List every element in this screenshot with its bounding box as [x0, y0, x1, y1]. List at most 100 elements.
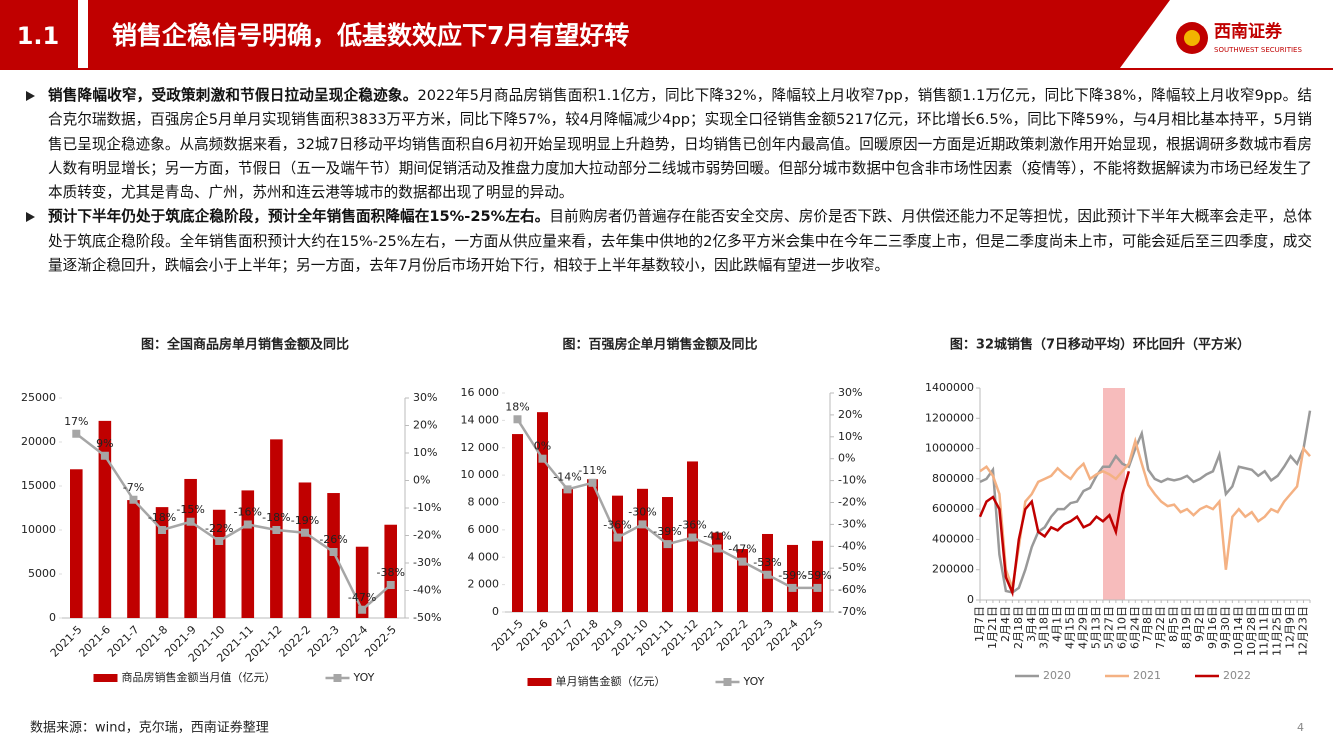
- y-tick-label: 600000: [932, 502, 974, 515]
- line-marker: [663, 540, 672, 549]
- x-tick-label: 2月18日: [1012, 606, 1025, 649]
- y-tick-label: 800000: [932, 472, 974, 485]
- data-label: -39%: [653, 525, 681, 538]
- bullet-lead: 销售降幅收窄，受政策刺激和节假日拉动呈现企稳迹象。: [48, 87, 418, 104]
- y2-tick-label: -30%: [413, 556, 441, 569]
- bullet-lead: 预计下半年仍处于筑底企稳阶段，预计全年销售面积降幅在15%-25%左右。: [48, 208, 550, 226]
- y-tick-label: 8 000: [468, 496, 500, 509]
- line: [75, 432, 392, 612]
- x-tick-label: 6月24日: [1128, 606, 1141, 649]
- y-tick-label: 1200000: [925, 411, 974, 424]
- line-marker: [215, 537, 224, 545]
- source-note: 数据来源：wind，克尔瑞，西南证券整理: [30, 720, 269, 736]
- x-tick-label: 1月21日: [986, 606, 999, 649]
- y2-tick-label: -40%: [838, 539, 866, 552]
- bar: [384, 524, 397, 618]
- x-tick-label: 4月29日: [1077, 606, 1090, 649]
- x-tick-label: 8月5日: [1167, 606, 1180, 642]
- x-tick-label: 3月4日: [1025, 606, 1038, 642]
- legend-label: 单月销售金额（亿元）: [556, 674, 666, 688]
- x-tick-label: 9月30日: [1219, 606, 1232, 649]
- legend-label: 2022: [1223, 669, 1251, 682]
- bullet-text: 目前购房者仍普遍存在能否安全交房、房价是否下跌、月供偿还能力不足等担忧，因此预计…: [48, 208, 1312, 275]
- line-marker: [613, 533, 622, 542]
- y-tick-label: 14 000: [461, 413, 500, 426]
- y-tick-label: 0: [967, 593, 974, 606]
- logo-name: 西南证券: [1214, 21, 1283, 42]
- legend-swatch: [723, 678, 732, 686]
- y-tick-label: 400000: [932, 532, 974, 545]
- y2-tick-label: 30%: [413, 391, 437, 404]
- y-tick-label: 10000: [21, 523, 56, 536]
- legend-label: YOY: [743, 675, 765, 688]
- x-tick-label: 12月23日: [1297, 606, 1310, 656]
- line-marker: [243, 520, 252, 529]
- line-marker: [813, 583, 822, 592]
- y2-tick-label: -60%: [838, 583, 866, 596]
- y2-tick-label: 30%: [838, 386, 862, 399]
- bar: [184, 478, 197, 618]
- y-tick-label: 16 000: [461, 386, 500, 399]
- data-label: -47%: [348, 591, 376, 604]
- bar: [562, 488, 573, 612]
- bar: [612, 495, 623, 612]
- y2-tick-label: 10%: [838, 430, 862, 443]
- bullet-arrow: [26, 212, 35, 223]
- y2-tick-label: 10%: [413, 446, 437, 459]
- data-label: -14%: [553, 470, 581, 483]
- data-label: -53%: [753, 556, 781, 569]
- x-tick-label: 6月10日: [1115, 606, 1128, 649]
- bar: [537, 412, 548, 612]
- data-label: -36%: [678, 519, 706, 532]
- x-tick-label: 5月13日: [1089, 606, 1102, 649]
- x-tick-label: 11月11日: [1258, 606, 1271, 656]
- bar: [127, 500, 140, 618]
- line-marker: [300, 528, 309, 537]
- line: [979, 410, 1312, 594]
- y-tick-label: 25000: [21, 391, 56, 404]
- legend-label: YOY: [353, 671, 375, 684]
- line-marker: [329, 548, 338, 556]
- page-number: 4: [1297, 721, 1304, 734]
- y2-tick-label: 0%: [413, 474, 430, 487]
- bullet: 销售降幅收窄，受政策刺激和节假日拉动呈现企稳迹象。2022年5月商品房销售面积1…: [22, 84, 1312, 205]
- y2-tick-label: 20%: [413, 419, 437, 432]
- bar: [737, 549, 748, 612]
- data-label: -26%: [319, 533, 347, 546]
- y-tick-label: 5000: [28, 567, 56, 580]
- data-label: -41%: [703, 529, 731, 542]
- line-marker: [563, 485, 572, 494]
- legend-swatch: [93, 674, 118, 682]
- data-label: 17%: [64, 415, 88, 428]
- y2-tick-label: -30%: [838, 517, 866, 530]
- bar: [787, 544, 798, 612]
- bullet-arrow: [26, 91, 35, 101]
- line-marker: [100, 451, 109, 460]
- line-marker: [688, 533, 697, 542]
- header-gap: [78, 0, 88, 68]
- bar: [70, 469, 83, 618]
- legend-label: 2020: [1043, 669, 1071, 682]
- y2-tick-label: -10%: [838, 474, 866, 487]
- legend-label: 2021: [1133, 669, 1161, 682]
- data-label: -18%: [148, 511, 176, 524]
- chart-title: 图：百强房企单月销售金额及同比: [562, 337, 757, 353]
- line-marker: [588, 478, 597, 487]
- line-marker: [272, 526, 281, 534]
- bar: [712, 532, 723, 612]
- bar: [812, 540, 823, 612]
- x-tick-label: 4月15日: [1064, 606, 1077, 649]
- x-tick-label: 5月27日: [1102, 606, 1115, 649]
- data-label: -47%: [728, 543, 756, 556]
- bar: [98, 420, 112, 618]
- bar: [512, 434, 523, 612]
- bar: [155, 507, 169, 618]
- data-label: -38%: [376, 566, 404, 579]
- data-label: 0%: [534, 440, 551, 453]
- highlight-band: [1103, 388, 1125, 600]
- bar: [355, 546, 369, 618]
- data-label: -30%: [628, 505, 656, 518]
- line-marker: [158, 526, 167, 534]
- logo-icon-core: [1184, 30, 1200, 46]
